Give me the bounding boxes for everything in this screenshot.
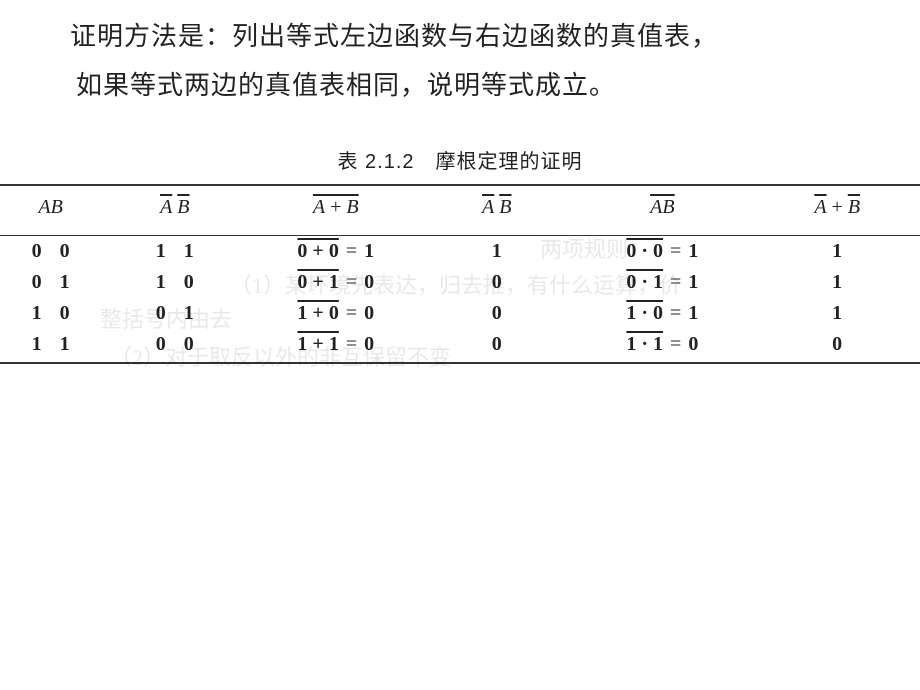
table-cell: 1 bbox=[423, 235, 570, 267]
table-header-cell: AB bbox=[0, 185, 101, 236]
table-cell: 1 bbox=[754, 267, 920, 298]
table-header-cell: AB bbox=[570, 185, 754, 236]
page-root: 证明方法是：列出等式左边函数与右边函数的真值表， 如果等式两边的真值表相同，说明… bbox=[0, 0, 920, 690]
table-row: 11001 + 1 = 001 · 1 = 00 bbox=[0, 329, 920, 363]
table-cell: 11 bbox=[101, 235, 248, 267]
table-header-row: ABA BA + BA BABA + B bbox=[0, 185, 920, 236]
table-cell: 1 + 1 = 0 bbox=[248, 329, 423, 363]
table-cell: 1 · 1 = 0 bbox=[570, 329, 754, 363]
table-cell: 1 + 0 = 0 bbox=[248, 298, 423, 329]
table-row: 10011 + 0 = 001 · 0 = 11 bbox=[0, 298, 920, 329]
table-header-cell: A + B bbox=[248, 185, 423, 236]
table-cell: 0 bbox=[423, 298, 570, 329]
table-cell: 1 bbox=[754, 298, 920, 329]
table-row: 01100 + 1 = 000 · 1 = 11 bbox=[0, 267, 920, 298]
intro-line-1: 证明方法是：列出等式左边函数与右边函数的真值表， bbox=[70, 12, 902, 61]
intro-text: 证明方法是：列出等式左边函数与右边函数的真值表， 如果等式两边的真值表相同，说明… bbox=[0, 12, 920, 111]
table-cell: 0 + 1 = 0 bbox=[248, 267, 423, 298]
table-caption: 表 2.1.2 摩根定理的证明 bbox=[0, 145, 920, 174]
table-header-cell: A B bbox=[101, 185, 248, 236]
table-cell: 0 · 1 = 1 bbox=[570, 267, 754, 298]
truth-table: ABA BA + BA BABA + B 00110 + 0 = 110 · 0… bbox=[0, 184, 920, 364]
table-header-cell: A + B bbox=[754, 185, 920, 236]
table-cell: 0 bbox=[754, 329, 920, 363]
intro-line-2: 如果等式两边的真值表相同，说明等式成立。 bbox=[70, 61, 902, 110]
table-cell: 10 bbox=[0, 298, 101, 329]
table-cell: 0 bbox=[423, 329, 570, 363]
table-cell: 01 bbox=[0, 267, 101, 298]
table-cell: 10 bbox=[101, 267, 248, 298]
table-row: 00110 + 0 = 110 · 0 = 11 bbox=[0, 235, 920, 267]
table-cell: 0 + 0 = 1 bbox=[248, 235, 423, 267]
table-cell: 1 bbox=[754, 235, 920, 267]
table-cell: 11 bbox=[0, 329, 101, 363]
table-cell: 00 bbox=[101, 329, 248, 363]
table-body: 00110 + 0 = 110 · 0 = 1101100 + 1 = 000 … bbox=[0, 235, 920, 363]
table-cell: 01 bbox=[101, 298, 248, 329]
table-cell: 0 · 0 = 1 bbox=[570, 235, 754, 267]
table-cell: 1 · 0 = 1 bbox=[570, 298, 754, 329]
table-cell: 00 bbox=[0, 235, 101, 267]
table-header-cell: A B bbox=[423, 185, 570, 236]
table-cell: 0 bbox=[423, 267, 570, 298]
